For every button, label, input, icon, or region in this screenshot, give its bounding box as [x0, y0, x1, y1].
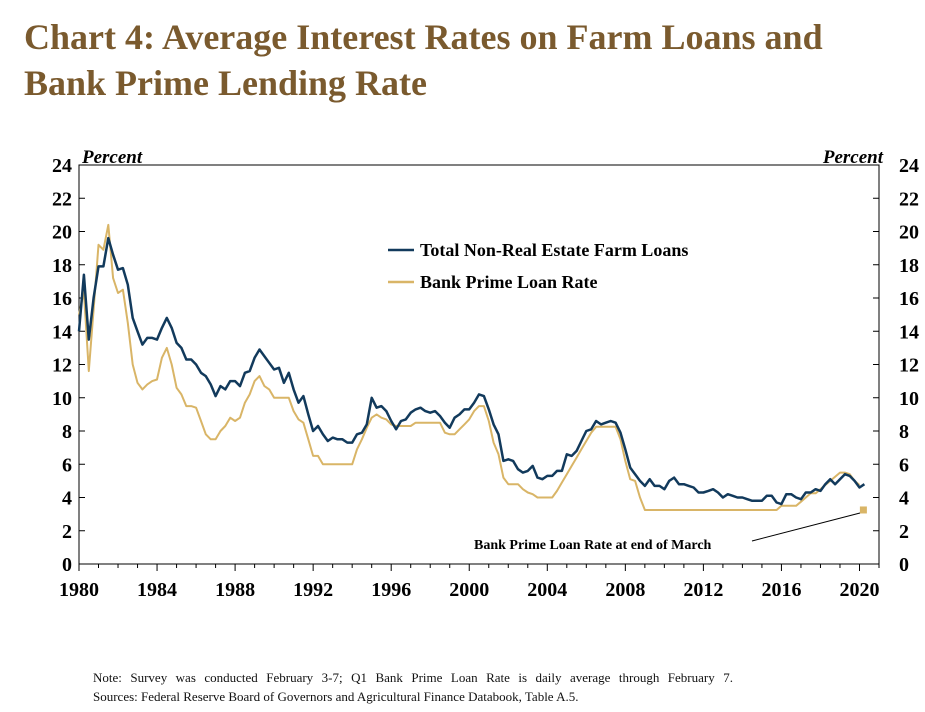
- footnote: Note: Survey was conducted February 3-7; Q1 Ban…: [93, 668, 893, 706]
- series-line-prime-rate: [78, 223, 861, 511]
- plot-frame: [78, 164, 880, 565]
- footnote-note: Note: Survey was conducted February 3-7; Q1 Ban…: [93, 668, 733, 687]
- footnote-sources: Sources: Federal Reserve Board of Govern…: [93, 689, 579, 704]
- legend: Total Non-Real Estate Farm Loans Bank Pr…: [388, 240, 688, 292]
- y-tick-label-left: 2: [62, 521, 72, 543]
- series-line-farm-loans: [77, 236, 866, 506]
- x-tick-label: 1980: [59, 579, 99, 601]
- y-tick-label-left: 8: [62, 421, 72, 443]
- x-tick-label: 2016: [761, 579, 801, 601]
- x-tick-label: 1988: [215, 579, 255, 601]
- chart-title-line-1: Chart 4: Average Interest Rates on Farm …: [24, 17, 823, 57]
- footnote-word: February: [266, 670, 314, 685]
- footnote-word: Loan: [450, 670, 478, 685]
- x-tick-label: 2012: [683, 579, 723, 601]
- y-tick-label-left: 0: [62, 554, 72, 576]
- y-tick-label-left: 6: [62, 454, 72, 476]
- y-tick-label-right: 12: [899, 355, 919, 377]
- x-tick-label: 1984: [137, 579, 177, 601]
- y-tick-label-left: 22: [52, 188, 72, 210]
- x-tick-label: 2020: [839, 579, 879, 601]
- y-tick-label-left: 10: [52, 388, 72, 410]
- footnote-word: Note:: [93, 670, 122, 685]
- y-tick-label-left: 24: [52, 155, 72, 177]
- y-tick-label-right: 0: [899, 554, 909, 576]
- chart-title: Chart 4: Average Interest Rates on Farm …: [24, 14, 904, 106]
- footnote-word: conducted: [204, 670, 258, 685]
- prime-rate-march-marker: [859, 506, 867, 514]
- y-tick-label-right: 16: [899, 288, 919, 310]
- y-tick-label-left: 20: [52, 222, 72, 244]
- footnote-word: is: [518, 670, 528, 685]
- x-tick-label: 2008: [605, 579, 645, 601]
- chart-title-line-2: Bank Prime Lending Rate: [24, 63, 428, 103]
- y-tick-label-left: 14: [52, 321, 72, 343]
- annotation-arrow: [751, 512, 861, 542]
- y-tick-label-right: 20: [899, 222, 919, 244]
- footnote-word: Prime: [411, 670, 443, 685]
- y-tick-label-right: 4: [899, 488, 909, 510]
- footnote-word: 7.: [723, 670, 733, 685]
- footnote-word: through: [618, 670, 660, 685]
- y-tick-label-right: 24: [899, 155, 919, 177]
- y-tick-label-right: 18: [899, 255, 919, 277]
- footnote-word: Q1: [351, 670, 367, 685]
- y-tick-label-right: 14: [899, 321, 919, 343]
- x-axis: 1980 1984 1988 1992 1996 2000 2004 2008 2012 2016…: [59, 564, 880, 601]
- series-layer: [77, 223, 867, 514]
- y-axis-label-left: Percent: [81, 147, 143, 168]
- footnote-word: 3-7;: [321, 670, 343, 685]
- y-tick-label-left: 18: [52, 255, 72, 277]
- footnote-word: Rate: [486, 670, 510, 685]
- y-tick-label-right: 6: [899, 454, 909, 476]
- y-axis-label-right: Percent: [822, 147, 884, 168]
- x-tick-label: 2004: [527, 579, 567, 601]
- y-tick-label-left: 16: [52, 288, 72, 310]
- x-tick-label: 2000: [449, 579, 489, 601]
- x-tick-label: 1996: [371, 579, 411, 601]
- x-tick-label: 1992: [293, 579, 333, 601]
- footnote-word: Survey: [130, 670, 168, 685]
- footnote-word: Bank: [375, 670, 403, 685]
- annotation-text: Bank Prime Loan Rate at end of March: [474, 538, 712, 553]
- footnote-word: daily: [535, 670, 562, 685]
- legend-label-farm-loans: Total Non-Real Estate Farm Loans: [420, 240, 688, 260]
- y-tick-label-right: 10: [899, 388, 919, 410]
- y-tick-label-right: 2: [899, 521, 909, 543]
- footnote-word: was: [175, 670, 196, 685]
- legend-label-prime-rate: Bank Prime Loan Rate: [420, 272, 598, 292]
- y-tick-label-right: 22: [899, 188, 919, 210]
- y-tick-label-left: 4: [62, 488, 72, 510]
- footnote-word: average: [569, 670, 611, 685]
- footnote-word: February: [667, 670, 715, 685]
- y-tick-label-right: 8: [899, 421, 909, 443]
- y-tick-label-left: 12: [52, 355, 72, 377]
